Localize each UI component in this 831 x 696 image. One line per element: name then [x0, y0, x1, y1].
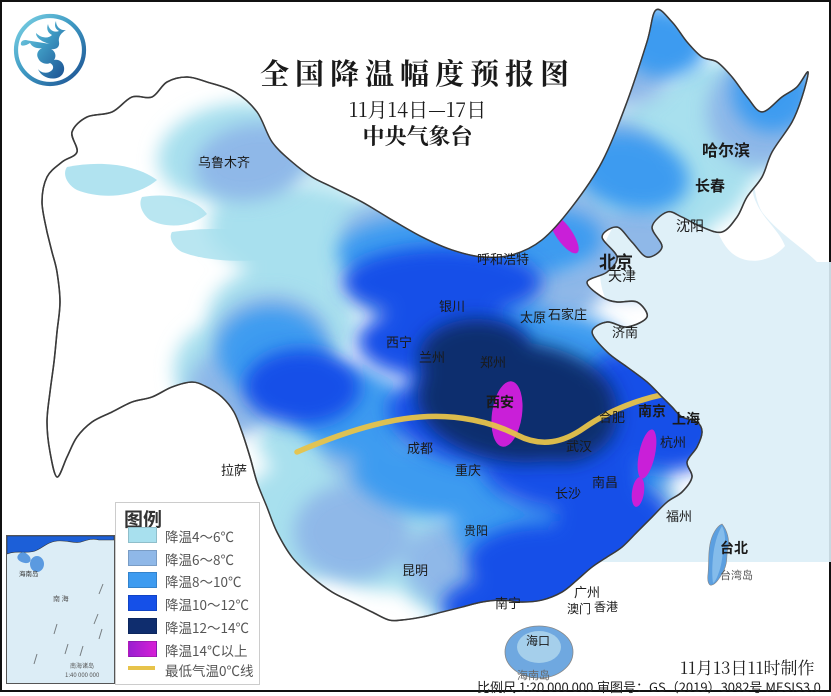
svg-text:海南岛: 海南岛 [19, 568, 39, 578]
svg-text:南 海: 南 海 [53, 594, 69, 604]
svg-text:南海诸岛: 南海诸岛 [70, 661, 94, 670]
svg-text:1:40 000 000: 1:40 000 000 [65, 670, 100, 679]
